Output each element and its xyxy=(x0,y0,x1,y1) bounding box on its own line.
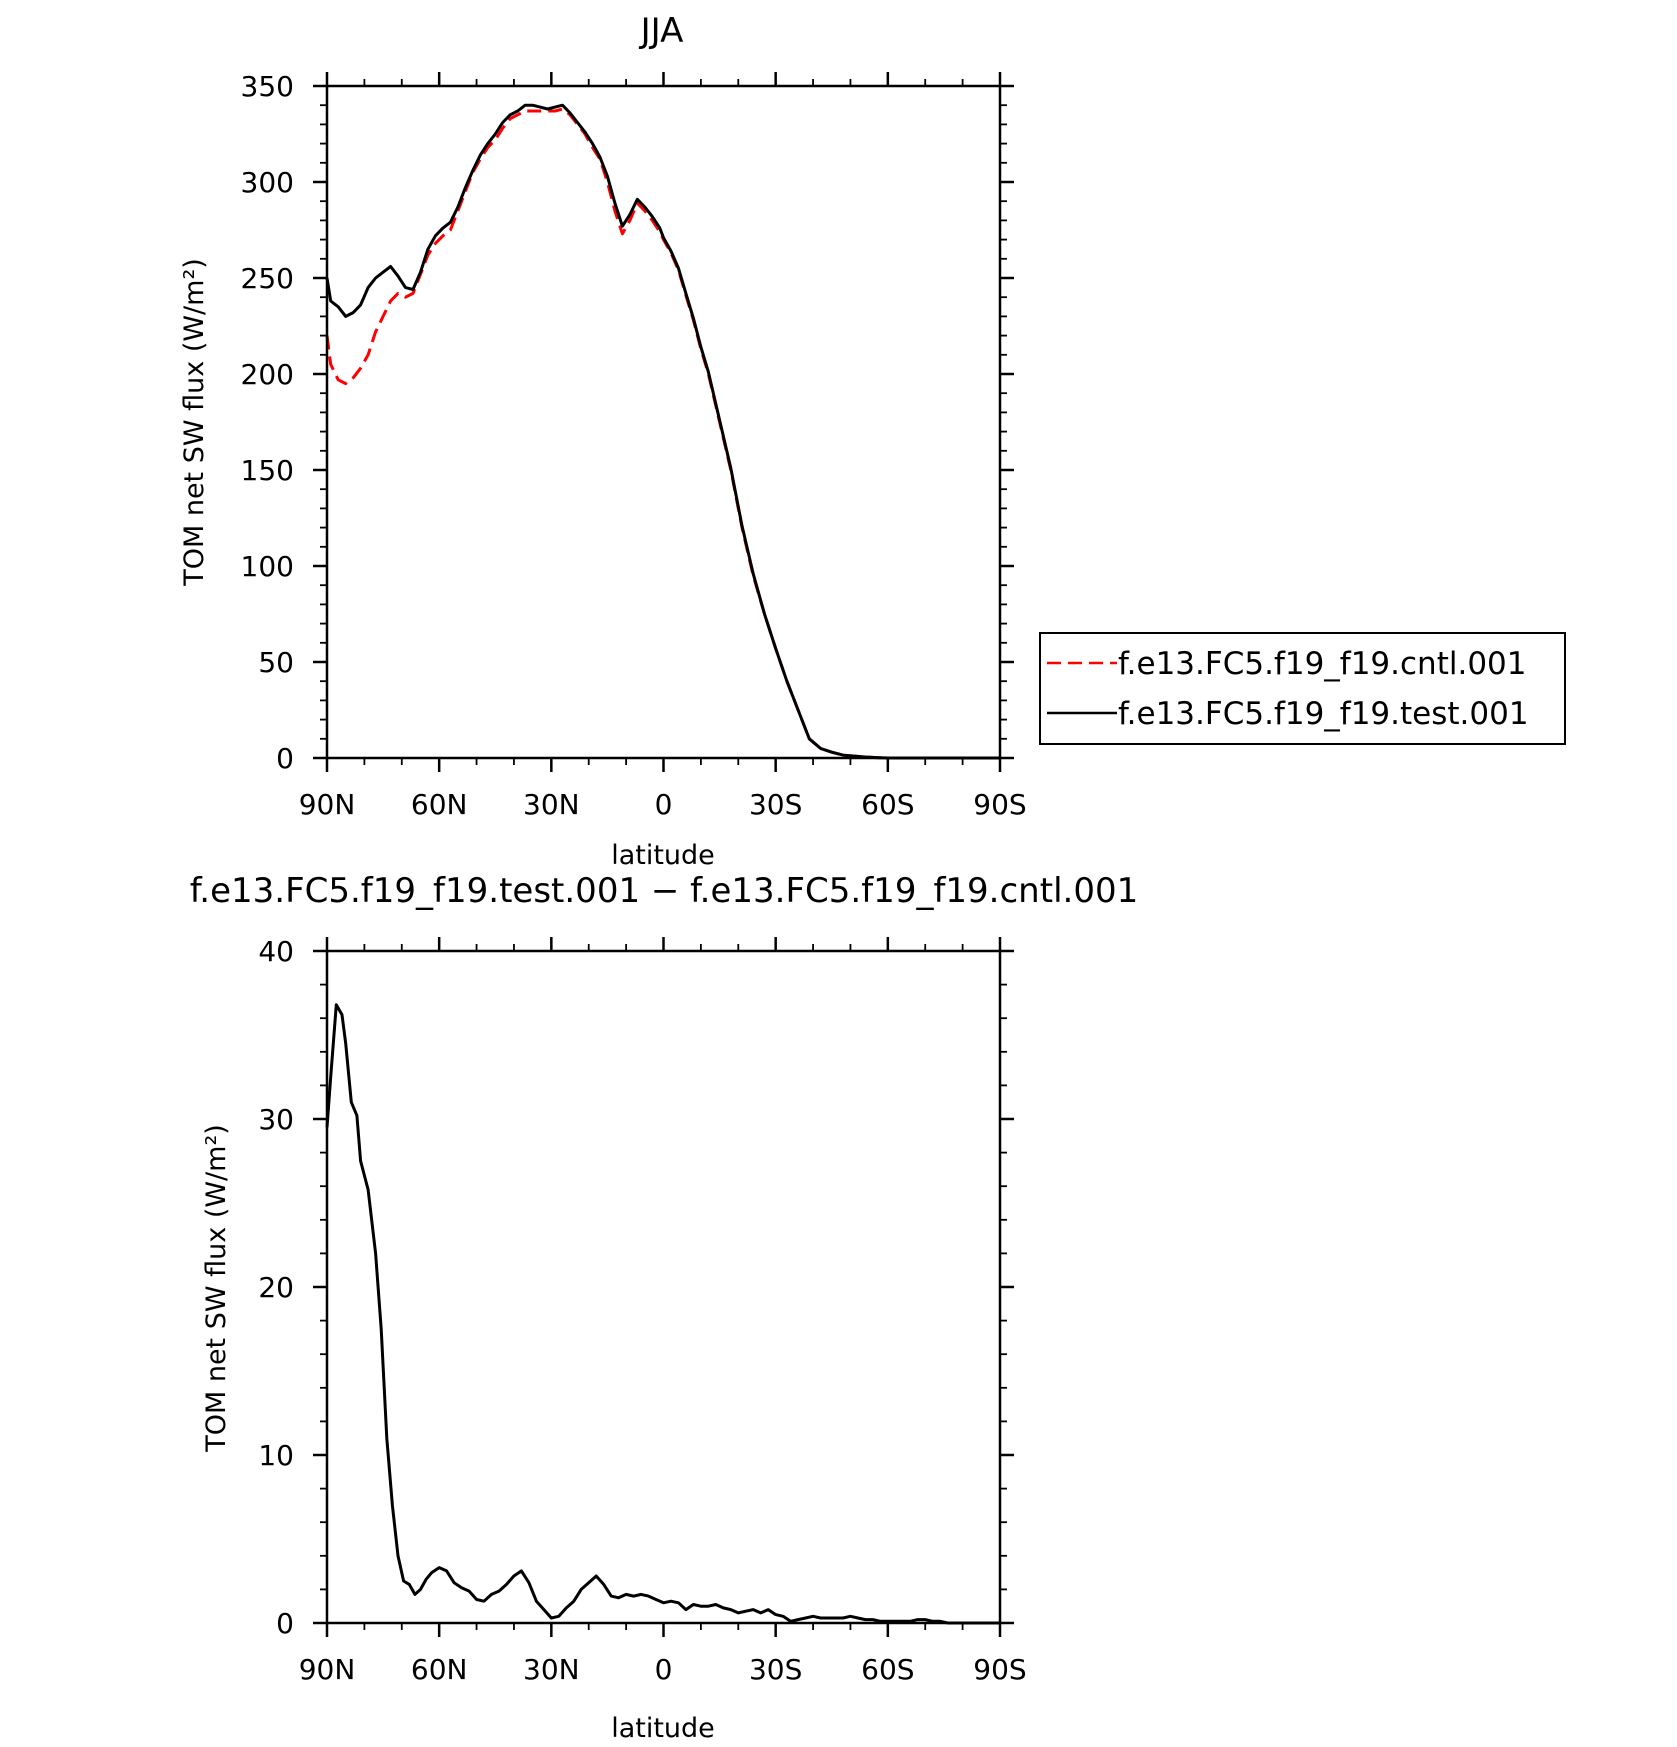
bottom-plot-frame xyxy=(325,949,1002,1625)
x-tick-label: 60N xyxy=(411,1653,468,1686)
y-tick-label: 10 xyxy=(258,1439,294,1472)
y-axis-label: TOM net SW flux (W/m²) xyxy=(201,1124,232,1453)
bottom-axis-ticks: 90N 60N 30N 0 30S 60S 90S 0 10 20 30 40 xyxy=(258,935,1026,1686)
x-tick-label: 90S xyxy=(973,788,1026,821)
top-plot-frame xyxy=(325,84,1002,760)
chart-title: JJA xyxy=(639,11,684,51)
y-tick-label: 0 xyxy=(276,1607,294,1640)
top-series-group xyxy=(325,103,1000,760)
x-axis-label: latitude xyxy=(611,1713,715,1744)
x-tick-label: 30S xyxy=(749,788,802,821)
x-tick-label: 0 xyxy=(655,788,673,821)
x-tick-label: 90S xyxy=(973,1653,1026,1686)
x-tick-label: 90N xyxy=(299,788,356,821)
x-tick-label: 60S xyxy=(861,788,914,821)
x-tick-label: 90N xyxy=(299,1653,356,1686)
x-tick-label: 30N xyxy=(523,1653,580,1686)
chart-bottom: f.e13.FC5.f19_f19.test.001 − f.e13.FC5.f… xyxy=(190,871,1138,1744)
y-tick-label: 40 xyxy=(258,935,294,968)
top-axis-ticks: 90N 60N 30N 0 30S 60S 90S 0 50 100 150 200 250 300 350 xyxy=(241,70,1027,821)
y-tick-label: 300 xyxy=(241,166,294,199)
y-tick-label: 50 xyxy=(258,646,294,679)
legend: f.e13.FC5.f19_f19.cntl.001 f.e13.FC5.f19… xyxy=(1039,632,1566,745)
chart-title: f.e13.FC5.f19_f19.test.001 − f.e13.FC5.f… xyxy=(190,871,1138,911)
legend-label-cntl: f.e13.FC5.f19_f19.cntl.001 xyxy=(1118,646,1527,682)
y-tick-label: 100 xyxy=(241,550,294,583)
y-tick-label: 30 xyxy=(258,1103,294,1136)
x-axis-label: latitude xyxy=(611,840,715,871)
y-axis-label: TOM net SW flux (W/m²) xyxy=(179,258,210,587)
y-tick-label: 200 xyxy=(241,358,294,391)
bottom-series-group xyxy=(325,1003,1000,1625)
x-tick-label: 30N xyxy=(523,788,580,821)
y-tick-label: 0 xyxy=(276,742,294,775)
series-line-1-0 xyxy=(325,1003,1000,1625)
y-tick-label: 20 xyxy=(258,1271,294,1304)
y-tick-label: 350 xyxy=(241,70,294,103)
legend-box xyxy=(1039,632,1566,745)
x-tick-label: 60N xyxy=(411,788,468,821)
y-tick-label: 250 xyxy=(241,262,294,295)
chart-top: JJA 90N 60N 30N 0 30S 60S 90S 0 50 100 150 200 250 30… xyxy=(179,11,1027,871)
x-tick-label: 0 xyxy=(655,1653,673,1686)
y-tick-label: 150 xyxy=(241,454,294,487)
series-line-0-0 xyxy=(325,107,1000,760)
x-tick-label: 60S xyxy=(861,1653,914,1686)
x-tick-label: 30S xyxy=(749,1653,802,1686)
legend-label-test: f.e13.FC5.f19_f19.test.001 xyxy=(1118,696,1529,732)
series-line-0-1 xyxy=(325,103,1000,760)
